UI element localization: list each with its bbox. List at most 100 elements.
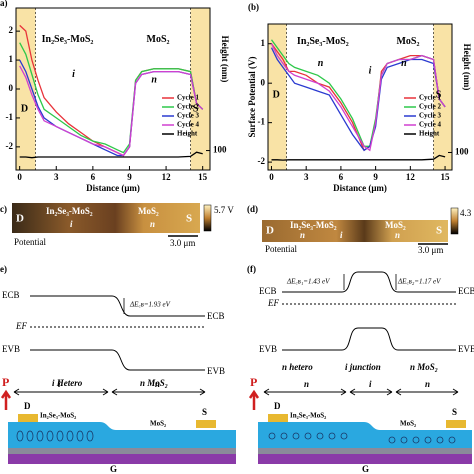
electrode-region <box>433 24 452 170</box>
y2-axis-label: Height (nm) <box>462 44 472 91</box>
colorbar-label: 4.3 <box>460 208 472 218</box>
x-tick-label: 6 <box>339 172 344 182</box>
y-tick-label: 0 <box>9 83 14 93</box>
legend-label: Height <box>177 130 198 138</box>
gate-label: G <box>110 464 117 474</box>
band-label: EVB <box>2 344 20 354</box>
y-tick-label: 1 <box>261 38 266 48</box>
zone-label: n <box>304 379 309 389</box>
annotation: MoS₂ <box>147 34 170 45</box>
region-label: i Hetero <box>52 378 83 388</box>
annotation: MoS₂ <box>396 36 419 47</box>
valence-band <box>282 327 456 351</box>
band-label: EVB <box>458 344 474 354</box>
conduction-band <box>30 295 205 317</box>
zone-label: i <box>58 379 61 389</box>
series-line <box>19 59 204 157</box>
polarization-label: P <box>2 375 9 389</box>
band-label: ECB <box>458 286 474 296</box>
y-tick-label: -1 <box>258 117 266 127</box>
polarization-arrow <box>0 389 12 410</box>
layer-label: In₂Se₃-MoS₂ <box>290 412 326 420</box>
electrode-region <box>190 8 210 170</box>
channel <box>258 422 472 448</box>
layer-label: In₂Se₃-MoS₂ <box>40 412 76 420</box>
device-left: P i n D S In₂Se₃-MoS₂ MoS₂ G <box>0 375 236 474</box>
y-tick-label: -2 <box>6 141 14 151</box>
conduction-band <box>282 271 456 293</box>
colorbar <box>450 207 459 235</box>
panel-f: (f) ECB ECB EF EVB EVB ΔE꜀ʙ₁=1.43 eV ΔE꜀… <box>247 264 474 372</box>
panel-c: c) 5.7 V D In₂Se₃-MoS₂ i MoS₂ n S Potent… <box>0 203 234 248</box>
series-line <box>270 43 446 152</box>
band-label: ECB <box>207 311 225 321</box>
region-label: n MoS₂ <box>140 378 168 388</box>
x-tick-label: 9 <box>373 172 378 182</box>
x-axis-label: Distance (μm) <box>333 183 387 193</box>
region-label: n hetero <box>282 362 313 372</box>
x-tick-label: 3 <box>304 172 309 182</box>
potential-map <box>12 203 200 233</box>
x-tick-label: 12 <box>406 172 416 182</box>
colorbar-label: 5.7 V <box>214 205 234 215</box>
colorbar <box>203 204 212 232</box>
scale-bar-label: 3.0 μm <box>170 238 195 248</box>
legend-label: Cycle 2 <box>177 103 199 111</box>
gate-label: G <box>362 464 369 474</box>
legend-label: Height <box>419 130 440 138</box>
x-tick-label: 3 <box>54 172 59 182</box>
polarization-label: P <box>250 375 257 389</box>
polarization-arrow <box>248 389 260 410</box>
caption: Potential <box>265 244 297 254</box>
map-label: n <box>300 230 305 240</box>
annotation: D <box>21 104 28 115</box>
y2-tick-label: 100 <box>213 145 227 155</box>
caption: Potential <box>14 237 46 247</box>
y-tick-label: 1 <box>9 54 14 64</box>
dielectric <box>8 448 236 454</box>
band-label: EF <box>15 321 27 331</box>
legend-label: Cycle 4 <box>177 121 199 129</box>
zone-arrows <box>13 388 206 396</box>
device-right: P n i n D S In₂Se₃-MoS₂ MoS₂ G <box>248 375 472 474</box>
legend-label: Cycle 1 <box>419 94 441 102</box>
drain-electrode <box>268 414 288 422</box>
annotation: S <box>193 104 199 115</box>
scale-bar-label: 3.0 μm <box>418 245 443 255</box>
zone-label: i <box>369 379 372 389</box>
gate <box>258 454 472 464</box>
valence-band <box>30 349 205 371</box>
panel-e: e) ECB ECB EF EVB EVB ΔE꜀ʙ=1.93 eV i Het… <box>0 264 225 388</box>
source-electrode <box>196 420 216 428</box>
electrons <box>268 432 456 444</box>
x-tick-label: 15 <box>198 172 208 182</box>
band-label: EVB <box>259 344 277 354</box>
map-label: MoS₂ <box>138 206 159 216</box>
drain-electrode <box>18 414 38 422</box>
annotation: n <box>151 75 157 86</box>
electrode-label: D <box>24 401 31 411</box>
layer-label: MoS₂ <box>150 420 166 428</box>
x-tick-label: 6 <box>91 172 96 182</box>
band-offset: ΔE꜀ʙ=1.93 eV <box>129 301 171 309</box>
panel-label: e) <box>0 264 7 274</box>
panel-d: (d) 4.3 D In₂Se₃-MoS₂ n i MoS₂ n S Poten… <box>247 204 472 255</box>
x-tick-label: 9 <box>127 172 132 182</box>
map-label: MoS₂ <box>385 220 406 230</box>
x-tick-label: 0 <box>17 172 22 182</box>
annotation: n <box>401 58 407 69</box>
panel-label: (d) <box>247 204 258 214</box>
map-label: n <box>395 230 400 240</box>
map-label: In₂Se₃-MoS₂ <box>46 206 93 216</box>
y2-tick-label: 100 <box>455 147 469 157</box>
map-label: In₂Se₃-MoS₂ <box>290 220 337 230</box>
plot-frame <box>267 23 453 171</box>
electrode-region <box>16 8 36 170</box>
x-tick-label: 0 <box>269 172 274 182</box>
band-label: ECB <box>2 290 20 300</box>
y-tick-label: -1 <box>6 112 14 122</box>
panel-label: (b) <box>248 2 259 12</box>
series-line <box>19 65 204 157</box>
band-label: EVB <box>207 366 225 376</box>
legend-label: Cycle 3 <box>419 112 441 120</box>
